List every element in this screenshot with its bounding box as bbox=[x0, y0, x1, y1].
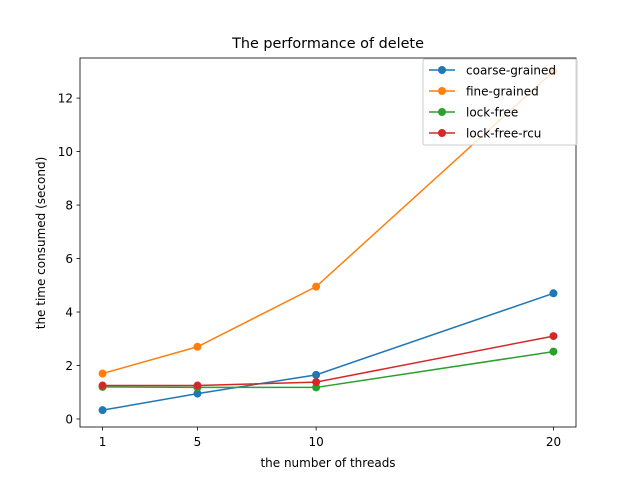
data-point-coarse-grained-1 bbox=[98, 406, 107, 415]
legend-label-lock-free: lock-free bbox=[466, 106, 518, 120]
legend-marker-lock-free-rcu bbox=[438, 129, 446, 137]
series-line-lock-free bbox=[102, 350, 554, 389]
data-point-coarse-grained-20 bbox=[549, 289, 558, 298]
data-point-lock-free-rcu-5 bbox=[193, 381, 202, 390]
legend-label-fine-grained: fine-grained bbox=[466, 85, 539, 99]
y-tick-label: 6 bbox=[65, 252, 73, 266]
legend: coarse-grained fine-grained lock-free lock-… bbox=[422, 58, 578, 146]
axes-frame bbox=[79, 57, 577, 428]
x-tick-label: 1 bbox=[99, 435, 107, 449]
data-point-lock-free-20 bbox=[549, 347, 558, 356]
data-point-lock-free-rcu-20 bbox=[549, 332, 558, 341]
data-point-fine-grained-10 bbox=[312, 282, 321, 291]
data-point-lock-free-rcu-10 bbox=[312, 378, 321, 387]
legend-marker-coarse-grained bbox=[438, 66, 446, 74]
y-tick-label: 2 bbox=[65, 359, 73, 373]
y-tick-label: 12 bbox=[58, 92, 73, 106]
data-point-coarse-grained-5 bbox=[193, 389, 202, 398]
x-tick-label: 10 bbox=[308, 435, 323, 449]
axes: 1 5 10 20 0 2 4 6 8 10 12 bbox=[58, 57, 577, 449]
chart-title: The performance of delete bbox=[231, 36, 424, 52]
x-tick-label: 5 bbox=[194, 435, 202, 449]
y-tick-label: 4 bbox=[65, 306, 73, 320]
legend-marker-lock-free bbox=[438, 108, 446, 116]
plot-area bbox=[98, 67, 558, 415]
x-tick-label: 20 bbox=[546, 435, 561, 449]
y-tick-label: 8 bbox=[65, 199, 73, 213]
data-point-fine-grained-5 bbox=[193, 342, 202, 351]
legend-box bbox=[422, 58, 578, 146]
legend-marker-fine-grained bbox=[438, 87, 446, 95]
data-point-lock-free-rcu-1 bbox=[98, 381, 107, 390]
y-tick-label: 0 bbox=[65, 412, 73, 426]
series-line-fine-grained bbox=[102, 70, 554, 375]
y-tick-label: 10 bbox=[58, 145, 73, 159]
x-axis-label: the number of threads bbox=[260, 456, 395, 470]
legend-label-lock-free-rcu: lock-free-rcu bbox=[466, 127, 541, 141]
legend-label-coarse-grained: coarse-grained bbox=[466, 64, 556, 78]
y-axis-label: the time consumed (second) bbox=[34, 157, 48, 330]
series-line-lock-free-rcu bbox=[102, 335, 554, 387]
data-point-coarse-grained-10 bbox=[312, 370, 321, 379]
data-point-fine-grained-1 bbox=[98, 369, 107, 378]
